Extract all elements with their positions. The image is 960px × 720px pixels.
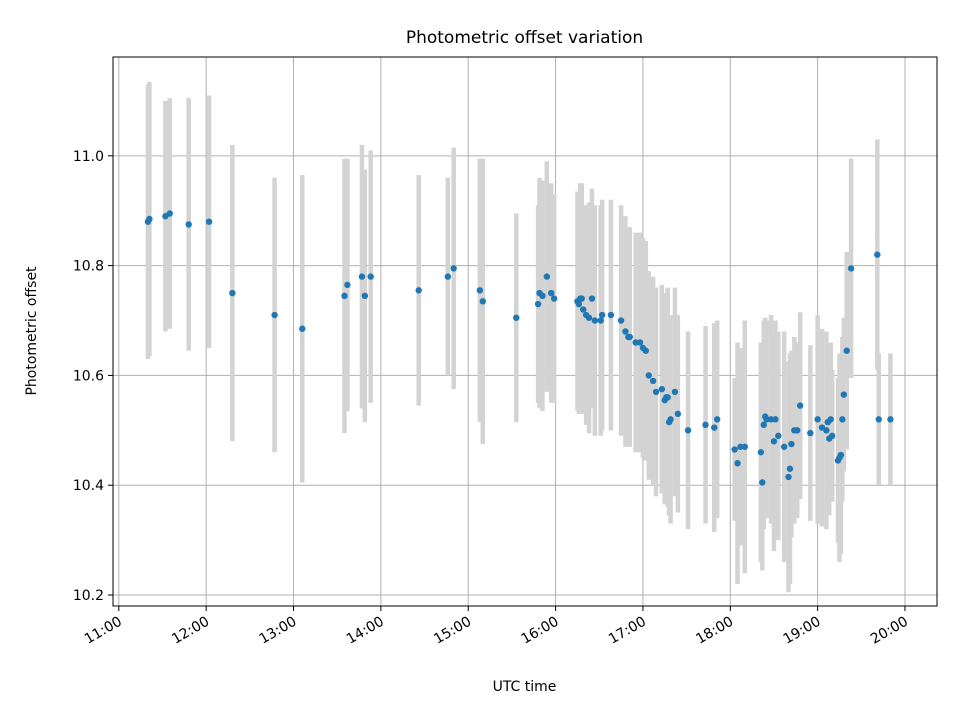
data-point (513, 314, 520, 321)
data-point (299, 325, 306, 332)
data-point (588, 295, 596, 302)
data-point (664, 394, 671, 401)
data-point (780, 443, 788, 450)
data-point (713, 416, 721, 423)
data-point (543, 273, 551, 280)
data-point (636, 339, 644, 346)
data-point (578, 295, 585, 302)
data-point (827, 416, 834, 423)
y-tick-label: 10.6 (73, 368, 104, 384)
data-point (450, 265, 457, 272)
data-point (711, 424, 718, 431)
data-point (786, 465, 794, 472)
data-point (358, 273, 366, 280)
data-point (731, 446, 738, 453)
data-point (585, 314, 593, 321)
data-point (837, 451, 845, 459)
data-point (847, 265, 855, 272)
grid (113, 57, 937, 606)
data-point (271, 311, 278, 319)
data-point (622, 328, 629, 335)
data-point (548, 289, 555, 297)
data-point (205, 218, 213, 225)
data-point (796, 402, 804, 409)
y-tick-label: 10.4 (73, 478, 104, 494)
chart-title: Photometric offset variation (406, 28, 643, 48)
data-point (772, 416, 779, 423)
data-point (550, 295, 558, 302)
data-point (166, 210, 173, 217)
data-point (476, 287, 484, 294)
data-point (684, 427, 692, 434)
y-tick-label: 10.2 (73, 588, 104, 604)
data-point (652, 388, 660, 396)
data-point (840, 391, 848, 398)
data-point (757, 449, 765, 456)
data-point (702, 421, 709, 429)
data-point (361, 292, 369, 300)
data-point (671, 388, 679, 396)
data-point (874, 251, 881, 258)
data-point (626, 333, 634, 341)
data-point (823, 427, 830, 434)
data-point (788, 440, 795, 448)
data-point (597, 317, 604, 324)
data-point (658, 385, 666, 393)
data-point (887, 416, 894, 423)
data-point (591, 317, 599, 324)
plot-frame (112, 56, 938, 607)
data-point (341, 292, 348, 300)
data-point (839, 416, 846, 423)
data-point (185, 221, 192, 228)
x-axis-label: UTC time (493, 679, 557, 695)
data-point (759, 479, 766, 486)
y-tick-label: 11.0 (73, 149, 104, 165)
data-point (607, 311, 615, 319)
data-points (144, 210, 894, 486)
data-point (617, 317, 625, 324)
data-point (575, 300, 583, 308)
data-point (479, 298, 486, 305)
data-point (229, 289, 236, 297)
data-point (415, 287, 422, 294)
data-point (785, 473, 792, 481)
data-point (741, 443, 749, 450)
data-point (444, 273, 452, 280)
data-point (770, 438, 778, 445)
data-point (775, 432, 782, 440)
data-point (598, 311, 606, 319)
data-point (534, 300, 542, 308)
data-point (843, 347, 850, 354)
data-point (814, 416, 821, 423)
data-point (667, 416, 674, 423)
y-axis-label: Photometric offset (24, 266, 40, 396)
data-point (645, 372, 652, 379)
data-point (642, 347, 650, 354)
data-point (760, 421, 767, 429)
data-point (539, 292, 546, 300)
data-point (649, 377, 657, 385)
data-point (734, 460, 741, 467)
data-point (344, 281, 351, 289)
data-point (828, 432, 836, 440)
data-point (807, 429, 814, 437)
y-axis-ticks: 10.2 10.4 10.6 10.8 11.0 (73, 149, 113, 604)
data-point (367, 273, 374, 280)
data-point (674, 410, 682, 418)
data-point (875, 416, 882, 423)
data-point (146, 215, 153, 223)
data-point (794, 427, 801, 434)
y-tick-label: 10.8 (73, 259, 104, 275)
data-point (580, 306, 587, 313)
